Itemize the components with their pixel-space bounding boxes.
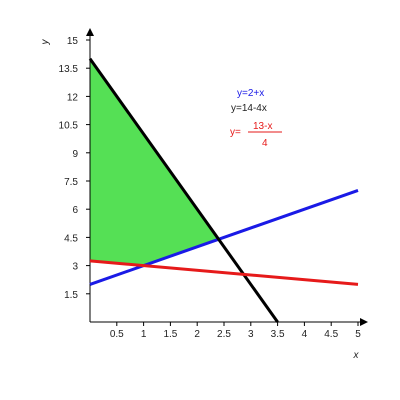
- y-tick-label-1: 1.5: [64, 290, 78, 301]
- x-axis-label: x: [353, 350, 360, 361]
- x-tick-label-2: 1: [141, 329, 147, 340]
- shaded-region-layer: [90, 58, 219, 266]
- x-tick-label-7: 3.5: [271, 329, 285, 340]
- x-tick-label-9: 4.5: [324, 329, 338, 340]
- legend-entry-2: y=14-4x: [231, 103, 267, 114]
- series-line-3: [89, 259, 359, 286]
- y-tick-label-4: 6: [72, 205, 78, 216]
- legend-entry-3-numerator: 13-x: [253, 121, 272, 132]
- series-line-1: [89, 188, 359, 286]
- y-tick-label-5: 7.5: [64, 177, 78, 188]
- x-tick-label-10: 5: [355, 329, 361, 340]
- y-tick-label-2: 3: [72, 262, 78, 273]
- legend: y=2+x y=14-4x y= 13-x 4: [230, 88, 282, 149]
- y-tick-label-6: 9: [72, 149, 78, 160]
- y-tick-label-9: 13.5: [59, 64, 79, 75]
- legend-entry-1: y=2+x: [237, 88, 264, 99]
- y-tick-label-7: 10.5: [59, 121, 79, 132]
- series-line-2: [88, 57, 279, 323]
- x-tick-label-4: 2: [194, 329, 200, 340]
- x-tick-label-8: 4: [302, 329, 308, 340]
- series-layer: [88, 57, 359, 323]
- shaded-region: [90, 58, 219, 266]
- legend-entry-3-denominator: 4: [262, 138, 268, 149]
- y-tick-label-3: 4.5: [64, 233, 78, 244]
- x-tick-label-5: 2.5: [217, 329, 231, 340]
- legend-entry-3-prefix: y=: [230, 127, 241, 138]
- axes: 0.5 1 1.5 2 2.5 3 3.5 4 4.5 5 1.5 3 4.5 6 7.5 9 10.5 12 13…: [40, 28, 368, 361]
- x-axis-arrow: [360, 318, 368, 326]
- x-tick-label-6: 3: [248, 329, 254, 340]
- y-tick-label-10: 15: [67, 36, 79, 47]
- y-axis-arrow: [86, 28, 94, 36]
- y-tick-label-8: 12: [67, 92, 79, 103]
- x-tick-label-3: 1.5: [163, 329, 177, 340]
- x-tick-label-1: 0.5: [110, 329, 124, 340]
- y-axis-label: y: [40, 39, 51, 46]
